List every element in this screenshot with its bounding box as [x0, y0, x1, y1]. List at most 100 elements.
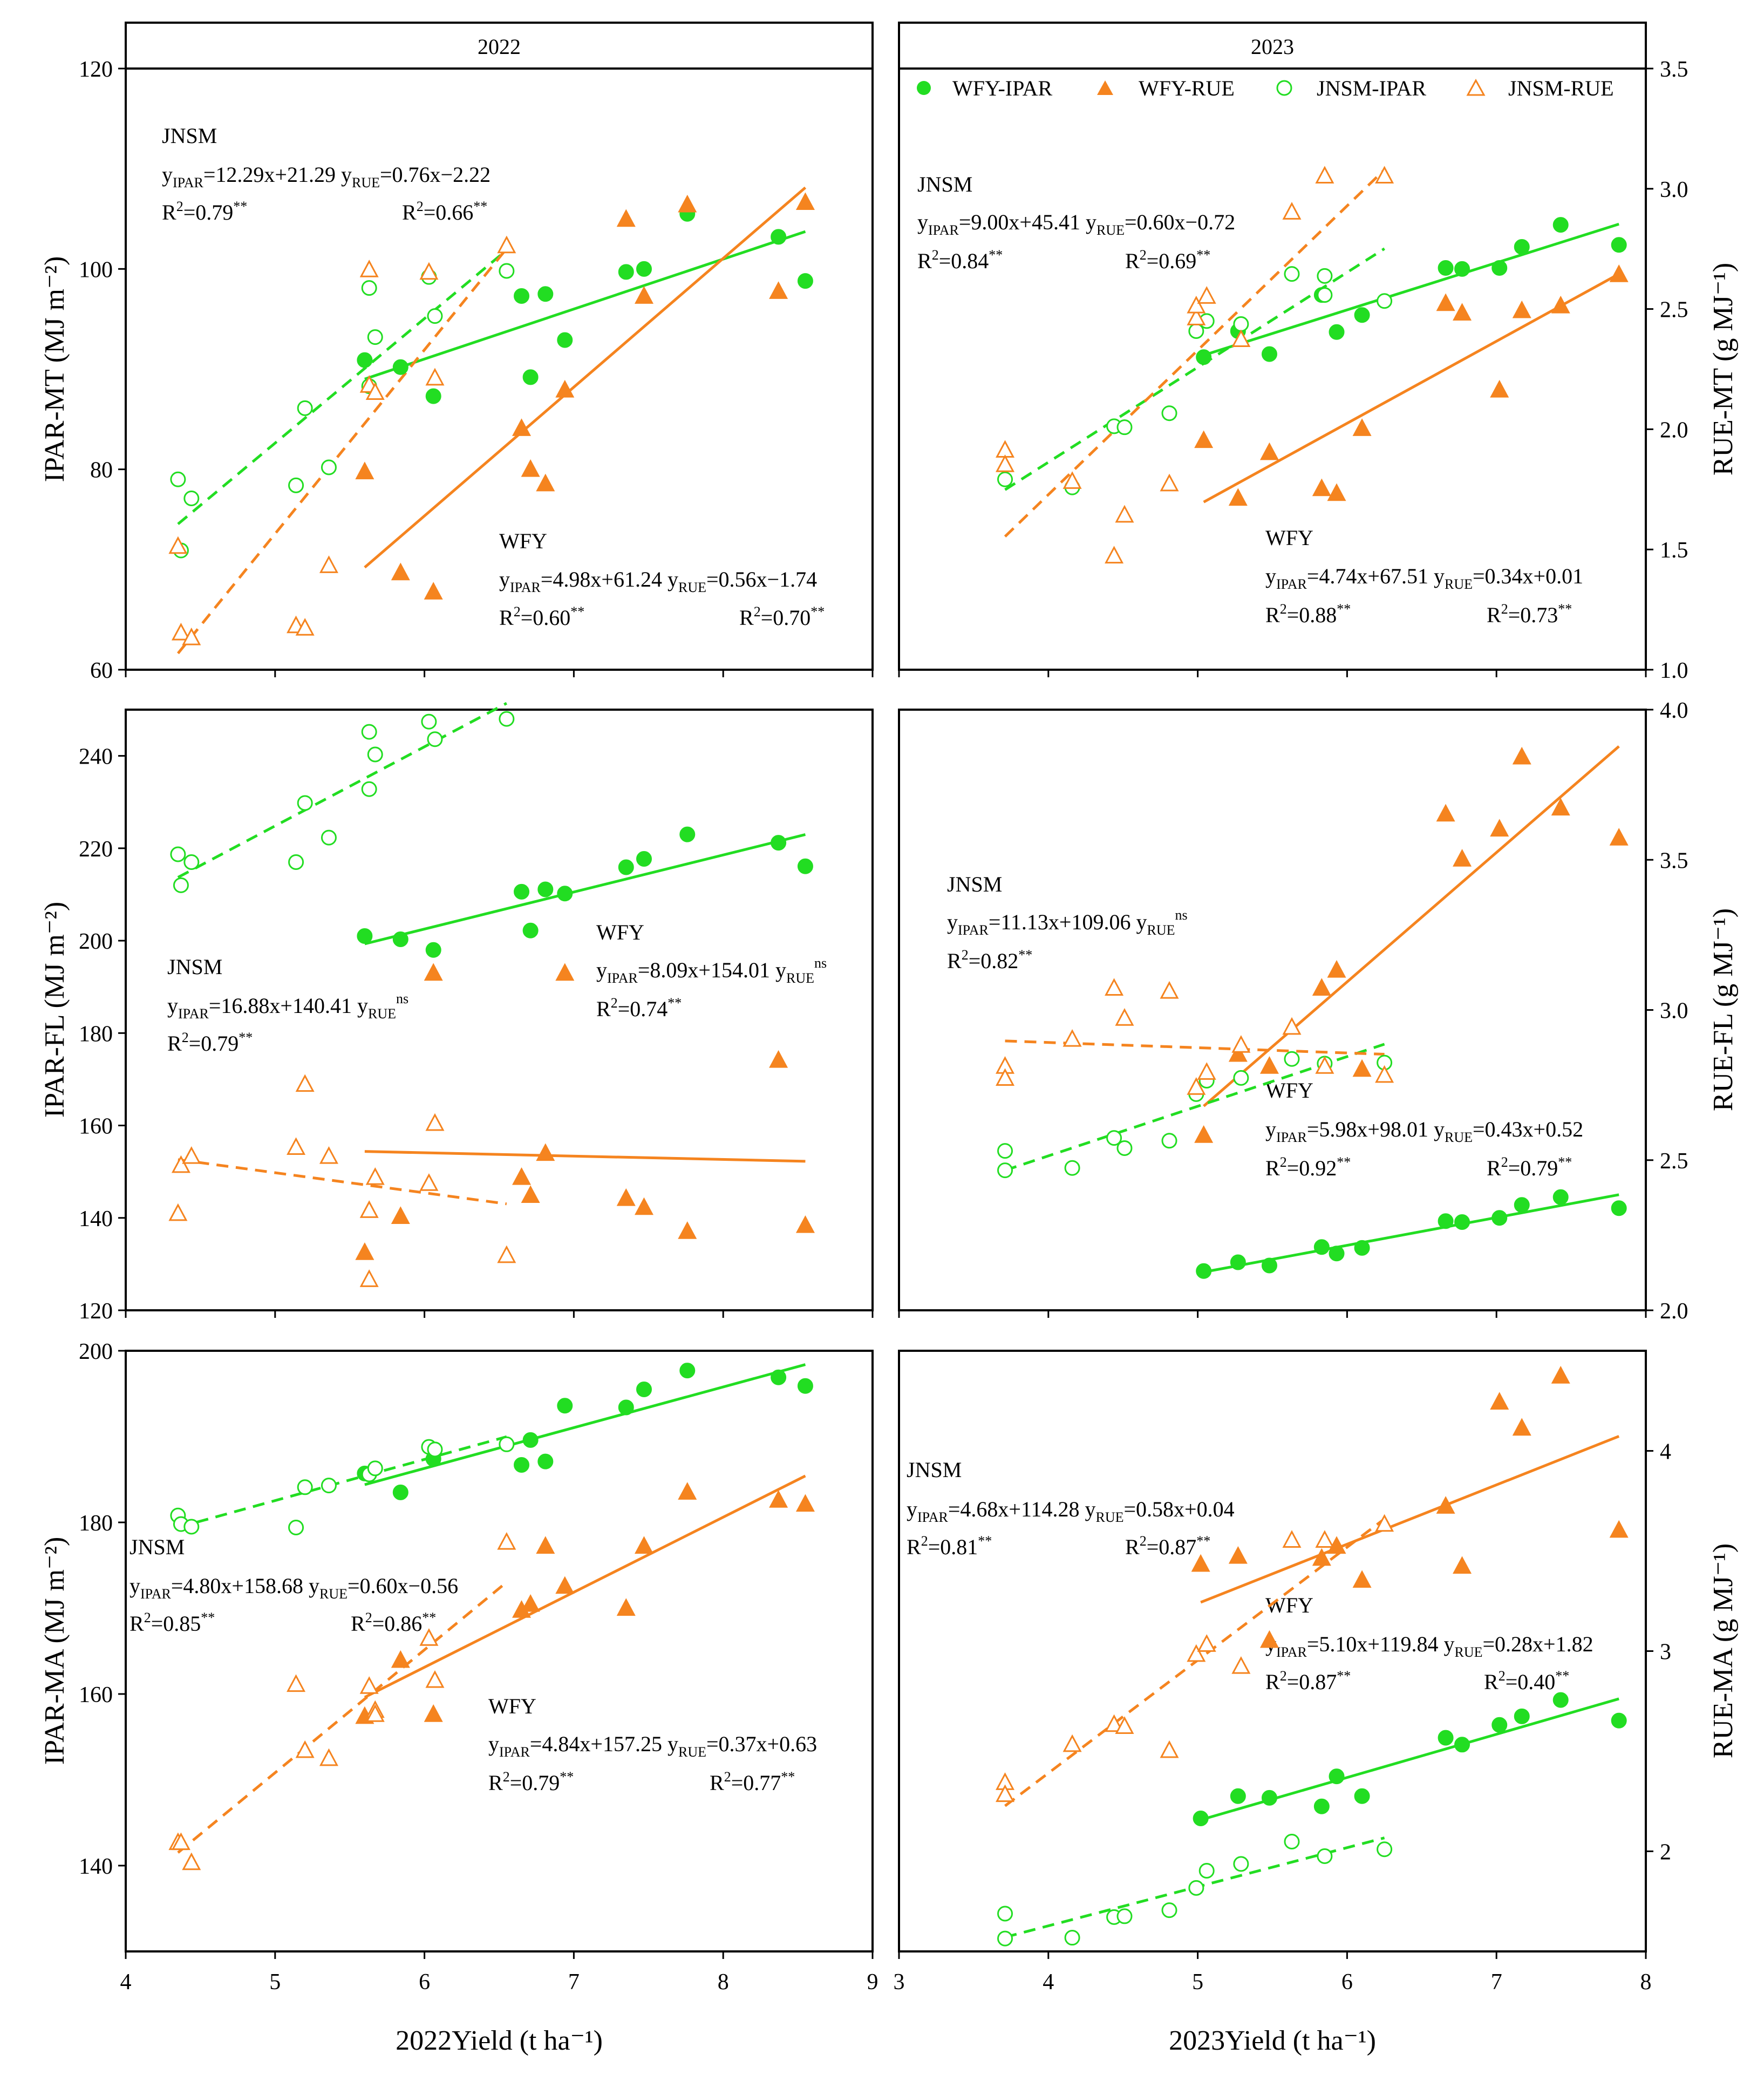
point-jnsm-ipar [1161, 405, 1177, 421]
point-jnsm-rue [287, 1137, 306, 1155]
point-wfy-rue [769, 1490, 788, 1508]
ann-jnsm-equation: yIPAR=4.68x+114.28 yRUE=0.58x+0.04 [907, 1497, 1235, 1525]
trendline-wfy-ipar [364, 833, 806, 945]
ann-jnsm-title: JNSM [917, 172, 972, 196]
point-jnsm-ipar [288, 854, 304, 870]
point-jnsm-ipar [421, 713, 437, 730]
x-tick-label: 6 [1341, 1970, 1353, 1995]
trendline-jnsm-ipar [177, 702, 508, 879]
point-wfy-rue [1194, 1125, 1214, 1143]
legend-wfy-ipar: WFY-IPAR [952, 76, 1053, 100]
point-wfy-rue [355, 1242, 374, 1260]
point-jnsm-rue [1187, 308, 1206, 325]
legend-jnsm-ipar: JNSM-IPAR [1317, 76, 1426, 100]
ann-wfy-r2-ipar: R2=0.92** [1265, 1154, 1351, 1180]
point-wfy-rue [521, 1594, 540, 1612]
x-label-2023-yield: 2023Yield (t ha⁻¹) [1169, 2025, 1376, 2056]
point-jnsm-rue [1187, 1644, 1206, 1662]
point-wfy-rue [1436, 1496, 1455, 1514]
point-wfy-rue [769, 1050, 788, 1068]
ann-wfy-equation: yIPAR=8.09x+154.01 yRUEns [596, 955, 827, 986]
point-jnsm-rue [1197, 1634, 1216, 1652]
point-jnsm-ipar [1377, 1841, 1393, 1858]
point-wfy-rue [795, 1494, 815, 1512]
point-wfy-ipar [522, 369, 539, 385]
y-tick-label: 220 [79, 837, 113, 862]
point-wfy-ipar [1261, 1257, 1277, 1274]
y-label-rue-mt: RUE-MT (g MJ⁻¹) [1708, 263, 1739, 476]
point-jnsm-rue [419, 1628, 439, 1646]
y2-tick-label: 3.5 [1660, 57, 1688, 82]
point-jnsm-rue [182, 627, 201, 645]
point-wfy-rue [1551, 1366, 1570, 1384]
point-jnsm-ipar [361, 781, 377, 797]
point-wfy-ipar [1313, 1239, 1330, 1255]
point-jnsm-ipar [367, 746, 383, 763]
trendline-wfy-ipar [1203, 222, 1619, 357]
ann-wfy-equation: yIPAR=5.10x+119.84 yRUE=0.28x+1.82 [1265, 1632, 1593, 1660]
point-jnsm-ipar [183, 854, 200, 870]
point-wfy-rue [512, 1167, 532, 1185]
point-wfy-ipar [679, 1363, 696, 1379]
point-jnsm-rue [1197, 1062, 1216, 1080]
point-wfy-ipar [392, 359, 408, 375]
x-tick-label: 5 [269, 1970, 281, 1995]
ann-jnsm-r2-ipar: R2=0.79** [167, 1030, 253, 1056]
y-label-ipar-ma: IPAR-MA (MJ m⁻²) [39, 1537, 70, 1765]
trendline-wfy-rue [1203, 273, 1620, 504]
point-jnsm-ipar [1233, 1070, 1249, 1086]
trendline-jnsm-rue [177, 1581, 508, 1854]
point-jnsm-rue [359, 1676, 379, 1694]
point-jnsm-ipar [361, 280, 377, 296]
point-wfy-rue [1453, 303, 1472, 321]
point-wfy-rue [1436, 293, 1455, 311]
y-tick-label: 160 [79, 1683, 113, 1707]
ann-wfy-equation: yIPAR=5.98x+98.01 yRUE=0.43x+0.52 [1265, 1117, 1583, 1145]
trendline-wfy-rue [1200, 1435, 1620, 1604]
point-jnsm-ipar [170, 846, 186, 862]
point-jnsm-ipar [367, 329, 383, 345]
point-jnsm-ipar [297, 795, 313, 811]
point-jnsm-rue [996, 454, 1015, 472]
y2-tick-label: 1.5 [1660, 538, 1688, 563]
point-wfy-rue [424, 1704, 443, 1722]
point-jnsm-rue [365, 382, 385, 400]
point-jnsm-rue [168, 1203, 188, 1221]
point-jnsm-rue [171, 1155, 190, 1173]
point-wfy-ipar [557, 1398, 573, 1414]
ann-wfy-r2-ipar: R2=0.79** [488, 1769, 574, 1795]
point-wfy-ipar [1454, 1737, 1470, 1753]
y-label-rue-ma: RUE-MA (g MJ⁻¹) [1708, 1543, 1739, 1758]
point-wfy-ipar [1230, 1254, 1246, 1270]
ann-wfy-title: WFY [488, 1694, 536, 1718]
point-jnsm-ipar [1317, 1848, 1333, 1865]
x-tick-label: 8 [1640, 1970, 1652, 1995]
point-wfy-ipar [1329, 324, 1345, 340]
point-wfy-rue [1551, 798, 1570, 816]
ann-jnsm-r2-ipar: R2=0.84** [917, 247, 1003, 273]
point-jnsm-rue [1115, 505, 1134, 523]
panel-frame-ma-2022 [125, 1350, 874, 1952]
x-tick-label: 6 [419, 1970, 430, 1995]
point-wfy-rue [536, 473, 555, 492]
point-jnsm-ipar [499, 711, 515, 727]
annotation-fl-2023: JNSM yIPAR=11.13x+109.06 yRUEns R2=0.82*… [947, 872, 1583, 1180]
point-wfy-rue [616, 1598, 636, 1616]
ann-jnsm-title: JNSM [167, 955, 222, 979]
ann-jnsm-equation: yIPAR=4.80x+158.68 yRUE=0.60x−0.56 [130, 1574, 458, 1602]
ann-jnsm-r2-ipar: R2=0.85** [130, 1610, 215, 1636]
point-jnsm-rue [497, 1245, 516, 1263]
point-jnsm-rue [295, 1074, 315, 1092]
point-wfy-rue [678, 1221, 697, 1239]
x-tick-label: 9 [867, 1970, 878, 1995]
point-wfy-ipar [771, 835, 787, 851]
point-jnsm-rue [359, 260, 379, 277]
point-jnsm-rue [319, 1146, 338, 1164]
point-jnsm-ipar [297, 400, 313, 416]
point-wfy-rue [1259, 442, 1279, 460]
point-jnsm-rue [287, 1674, 306, 1692]
point-wfy-ipar [1354, 1240, 1370, 1256]
point-jnsm-ipar [1377, 293, 1393, 309]
point-wfy-ipar [1552, 1692, 1569, 1708]
ann-jnsm-r2-rue: R2=0.86** [351, 1610, 436, 1636]
